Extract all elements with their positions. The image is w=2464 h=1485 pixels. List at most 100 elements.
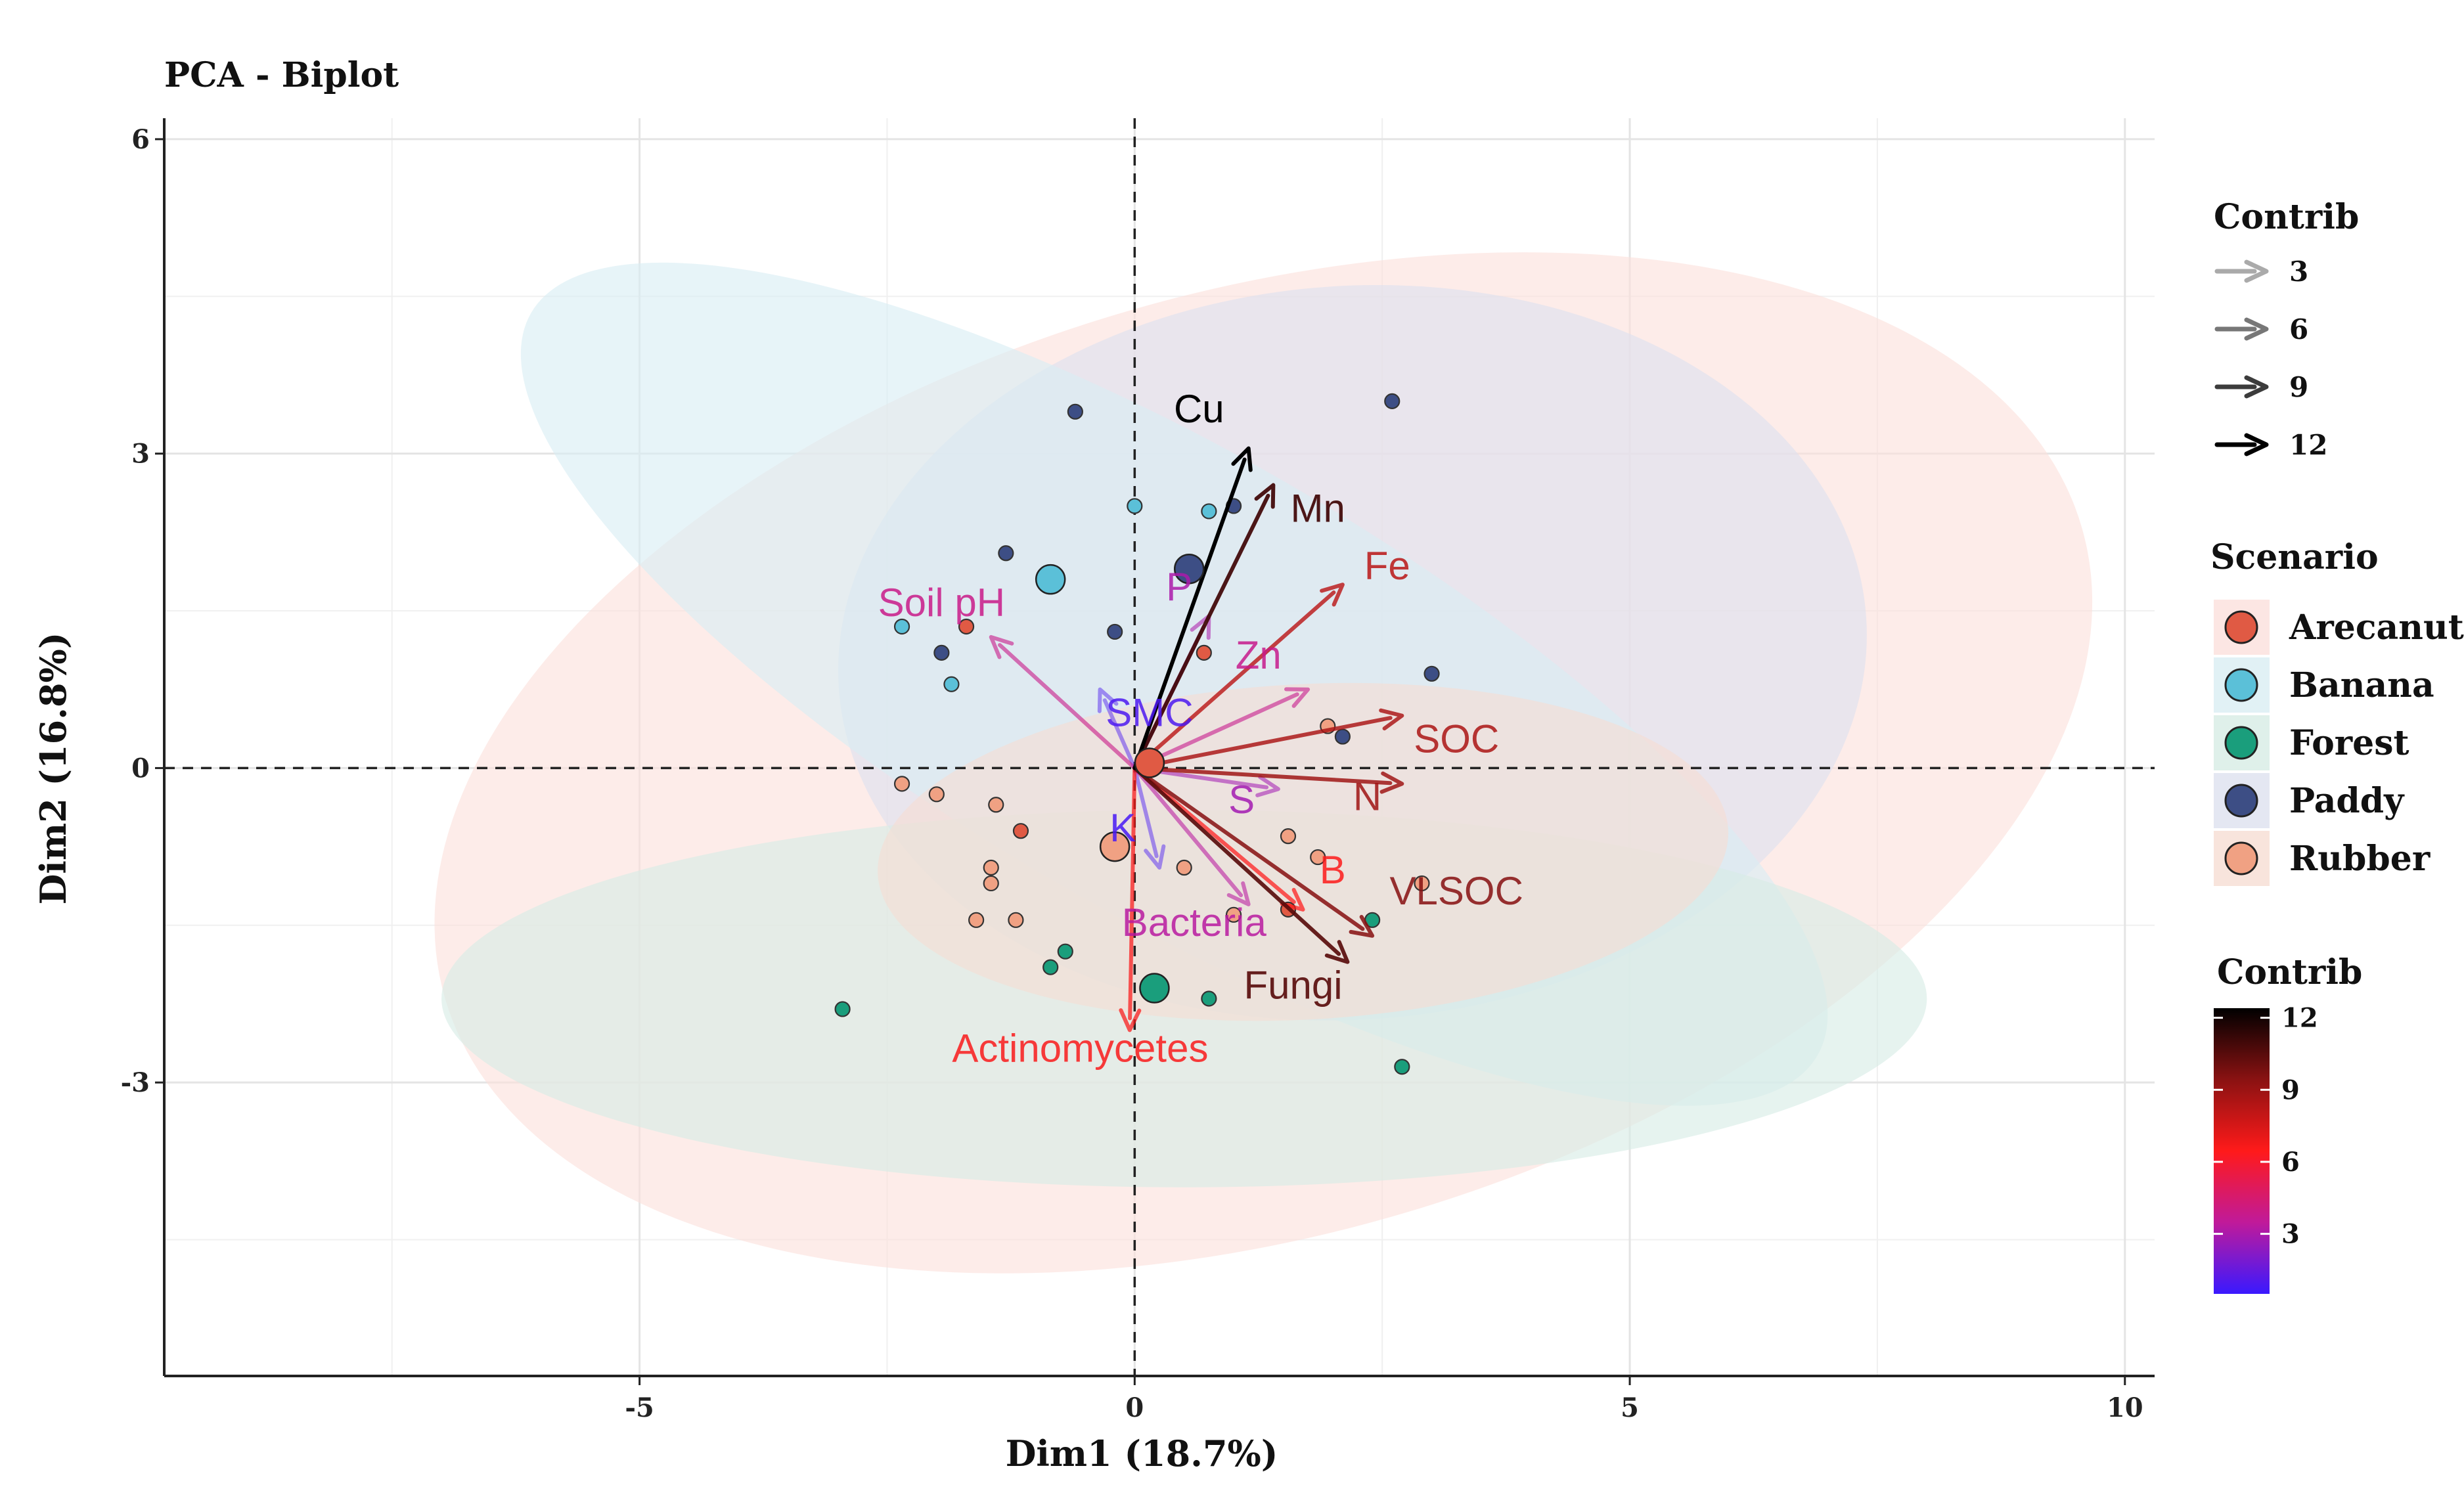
arrow-shaft — [1132, 766, 1243, 898]
variable-arrow-actinomycetes — [1119, 766, 1142, 1032]
variable-label-b: B — [1320, 848, 1346, 892]
centroid-paddy — [1173, 553, 1205, 585]
legend-contrib-arrow — [2214, 259, 2269, 283]
arrow-head — [1231, 446, 1253, 472]
point-rubber — [1225, 906, 1242, 923]
arrow-head — [1144, 844, 1166, 870]
legend-colorbar-tick-label: 12 — [2281, 1003, 2318, 1034]
variable-label-s: S — [1228, 778, 1255, 822]
legend-dot-arecanut — [2224, 610, 2258, 644]
arrow-head — [1320, 583, 1345, 607]
variable-arrow-fe — [1132, 583, 1345, 770]
arrow-shaft — [1132, 766, 1341, 956]
legend-dot-paddy — [2224, 784, 2258, 818]
variable-arrow-vlsoc — [1132, 766, 1375, 938]
legend-colorbar-title: Contrib — [2217, 952, 2362, 992]
point-banana — [893, 618, 910, 635]
arrow-head — [1349, 915, 1375, 938]
legend-contrib-arrow — [2214, 433, 2269, 456]
arrow-shaft — [1102, 698, 1137, 770]
legend-contrib-arrow — [2214, 375, 2269, 399]
arrow-shaft — [1132, 493, 1270, 770]
variable-arrow-mn — [1132, 483, 1276, 770]
centroid-rubber — [1099, 831, 1131, 862]
point-banana — [943, 676, 960, 692]
point-rubber — [1310, 849, 1326, 866]
point-arecanut — [958, 618, 975, 635]
arrow-head — [1226, 881, 1251, 906]
y-tick-label: -3 — [121, 1067, 150, 1098]
chart-title: PCA - Biplot — [164, 55, 399, 95]
variable-arrow-n — [1132, 766, 1404, 794]
x-tick-label: 5 — [1621, 1392, 1639, 1423]
variable-label-bacteria: Bacteria — [1122, 900, 1267, 944]
point-rubber — [1414, 875, 1430, 892]
point-rubber — [893, 776, 910, 792]
point-banana — [1127, 498, 1143, 514]
legend-scenario-label: Arecanut — [2289, 608, 2464, 648]
point-forest — [1057, 943, 1073, 960]
y-tick-label: 0 — [131, 753, 150, 784]
legend-contrib-arrow-label: 9 — [2289, 371, 2308, 403]
point-paddy — [1067, 403, 1083, 420]
variable-label-mn: Mn — [1291, 486, 1345, 530]
arrow-head — [1255, 775, 1280, 797]
arrow-shaft — [1132, 766, 1393, 786]
y-tick-label: 6 — [131, 124, 150, 155]
legend-contrib-arrow — [2214, 317, 2269, 341]
variable-arrow-k — [1132, 766, 1166, 870]
legend-colorbar — [2214, 1008, 2270, 1294]
legend-scenario-label: Banana — [2289, 665, 2434, 705]
arrow-head — [1097, 687, 1119, 713]
legend-dot-forest — [2224, 726, 2258, 760]
point-paddy — [998, 545, 1014, 562]
variable-arrow-soil-ph — [989, 634, 1137, 770]
variable-arrow-bacteria — [1132, 766, 1251, 906]
point-paddy — [1384, 393, 1400, 409]
point-rubber — [1280, 828, 1297, 845]
legend-colorbar-tick-label: 6 — [2281, 1147, 2300, 1178]
variable-label-smc: SMC — [1106, 691, 1193, 735]
plot-area: -5 0 5 10 -3 0 3 6 Cu Mn Fe SOC N VLSOC Fungi B S Bacteri… — [121, 118, 2155, 1423]
legend-contrib-arrow-label: 3 — [2289, 255, 2308, 288]
arrow-shaft — [1132, 766, 1159, 858]
x-tick-label: -5 — [625, 1392, 654, 1423]
point-paddy — [1423, 665, 1440, 682]
x-tick-label: 10 — [2107, 1392, 2143, 1423]
variable-label-actinomycetes: Actinomycetes — [952, 1026, 1208, 1070]
variable-label-soil-ph: Soil pH — [878, 581, 1005, 625]
legend-contrib-arrows-title: Contrib — [2214, 197, 2359, 237]
arrow-head — [1254, 483, 1276, 509]
variable-label-zn: Zn — [1236, 633, 1282, 677]
variable-label-n: N — [1353, 774, 1381, 818]
arrow-head — [2244, 375, 2269, 399]
legend-colorbar-tick-label: 3 — [2281, 1219, 2300, 1250]
point-forest — [1042, 959, 1059, 975]
point-rubber — [968, 912, 985, 928]
variable-arrow-cu — [1132, 446, 1253, 770]
x-tick-label: 0 — [1125, 1392, 1144, 1423]
point-rubber — [1008, 912, 1024, 928]
arrow-head — [2244, 433, 2269, 456]
arrow-shaft — [1132, 457, 1247, 770]
arrow-head — [1280, 887, 1305, 912]
variable-arrow-fungi — [1132, 766, 1350, 964]
arrow-head — [989, 634, 1014, 659]
centroid-banana — [1035, 564, 1066, 595]
x-axis-label: Dim1 (18.7%) — [1006, 1432, 1278, 1474]
point-rubber — [928, 786, 945, 803]
variable-label-cu: Cu — [1174, 387, 1224, 431]
legend-contrib-arrow-label: 6 — [2289, 313, 2308, 345]
arrow-head — [1324, 940, 1350, 964]
arrow-head — [1379, 771, 1404, 794]
variable-label-fe: Fe — [1364, 544, 1410, 588]
point-arecanut — [1012, 823, 1029, 839]
variable-label-soc: SOC — [1414, 717, 1499, 761]
legend-colorbar-tick-label: 9 — [2281, 1075, 2300, 1105]
point-forest — [834, 1001, 851, 1017]
arrow-shaft — [1128, 766, 1137, 1021]
arrow-head — [2244, 259, 2269, 283]
variable-label-k: K — [1109, 806, 1136, 850]
legend-scenario-title: Scenario — [2210, 537, 2379, 577]
